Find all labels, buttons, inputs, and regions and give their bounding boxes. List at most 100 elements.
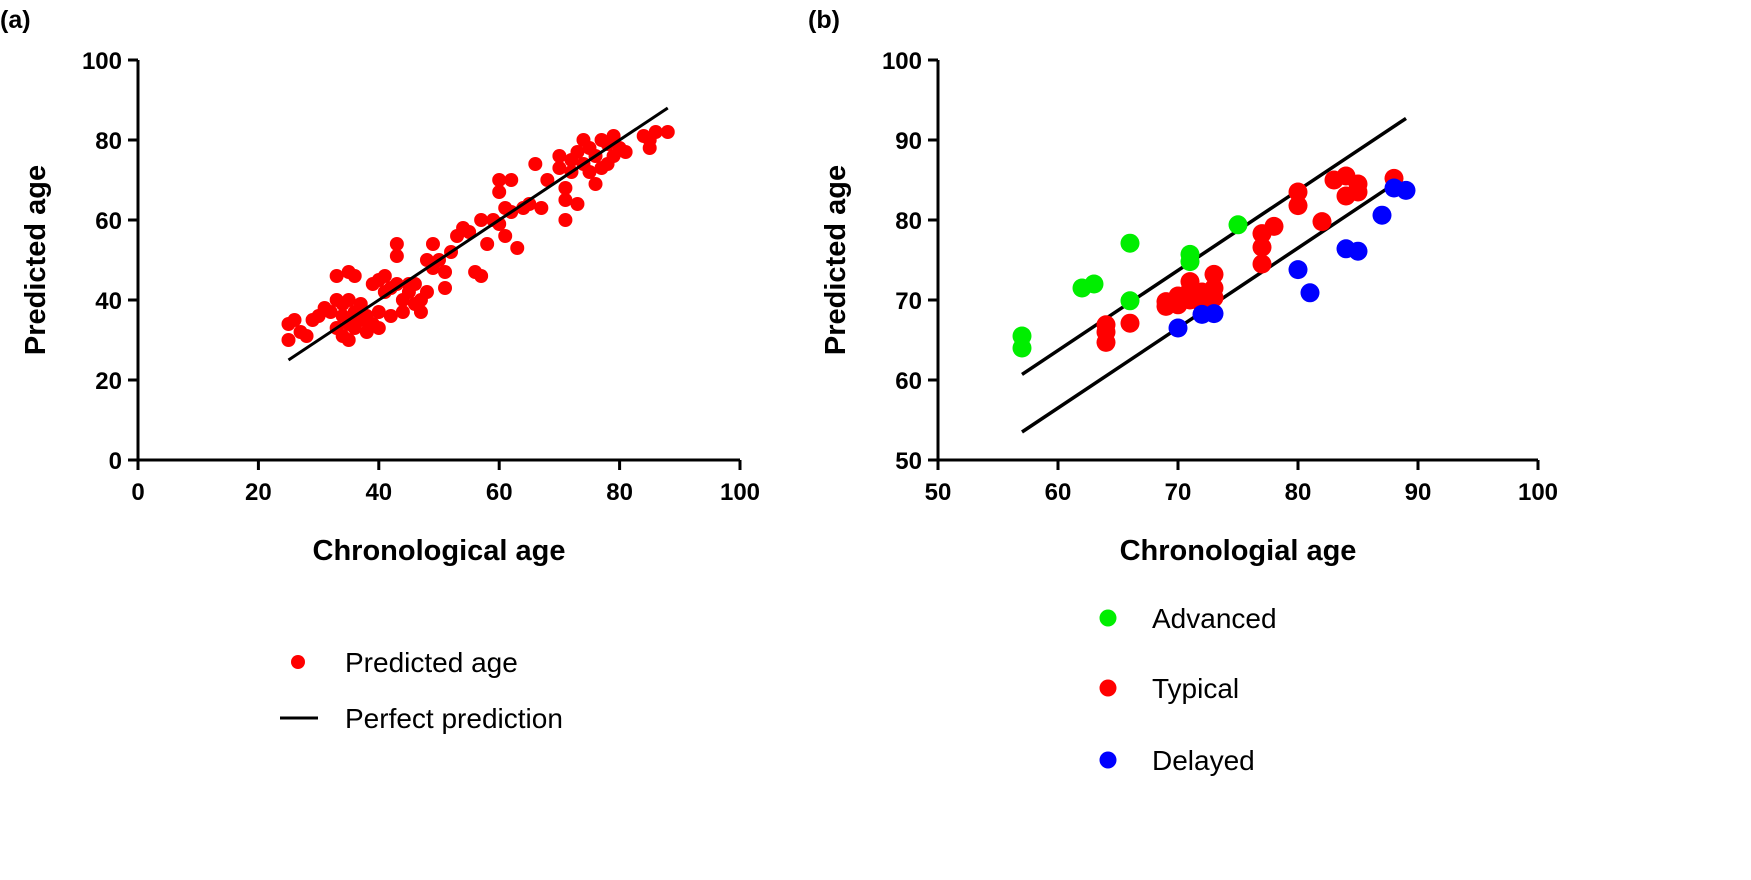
advanced-point xyxy=(1120,291,1140,311)
predicted-age-point xyxy=(582,165,597,179)
predicted-age-point xyxy=(648,125,663,139)
delayed-point xyxy=(1288,260,1308,280)
y-tick-label: 100 xyxy=(882,48,922,75)
predicted-age-point xyxy=(401,277,416,291)
x-axis-label: Chronological age xyxy=(313,535,566,567)
delayed-point xyxy=(1168,318,1188,338)
y-tick-label: 40 xyxy=(95,288,122,315)
predicted-age-point xyxy=(389,277,404,291)
advanced-point xyxy=(1228,215,1248,235)
y-tick-label: 60 xyxy=(895,368,922,395)
typical-point xyxy=(1312,212,1332,232)
predicted-age-point xyxy=(335,297,350,311)
legend-label: Advanced xyxy=(1152,603,1277,634)
legend-label: Perfect prediction xyxy=(345,703,563,734)
predicted-age-point xyxy=(522,197,537,211)
predicted-age-point xyxy=(371,321,386,335)
predicted-age-point xyxy=(534,201,549,215)
legend-label: Predicted age xyxy=(345,647,518,678)
predicted-age-point xyxy=(528,157,543,171)
predicted-age-point xyxy=(389,249,404,263)
y-tick-label: 80 xyxy=(95,128,122,155)
x-tick-label: 0 xyxy=(131,479,144,506)
predicted-age-point xyxy=(419,285,434,299)
predicted-age-point xyxy=(329,269,344,283)
predicted-age-point xyxy=(438,265,453,279)
predicted-age-point xyxy=(359,313,374,327)
y-tick-label: 20 xyxy=(95,368,122,395)
delayed-point xyxy=(1372,205,1392,225)
predicted-age-point xyxy=(347,269,362,283)
predicted-age-point xyxy=(299,329,314,343)
advanced-point xyxy=(1120,233,1140,253)
advanced-point xyxy=(1084,274,1104,294)
predicted-age-point xyxy=(389,237,404,251)
predicted-age-point xyxy=(413,305,428,319)
y-tick-label: 90 xyxy=(895,128,922,155)
typical-point xyxy=(1264,216,1284,236)
predicted-age-point xyxy=(377,269,392,283)
x-tick-label: 60 xyxy=(1045,479,1072,506)
predicted-age-point xyxy=(492,217,507,231)
predicted-age-point xyxy=(606,129,621,143)
predicted-age-point xyxy=(474,269,489,283)
predicted-age-point xyxy=(281,333,296,347)
x-tick-label: 40 xyxy=(365,479,392,506)
y-tick-label: 0 xyxy=(109,448,122,475)
predicted-age-point xyxy=(552,161,567,175)
predicted-age-point xyxy=(618,145,633,159)
typical-point xyxy=(1204,288,1224,308)
typical-point xyxy=(1120,313,1140,333)
predicted-age-point xyxy=(323,305,338,319)
y-tick-label: 50 xyxy=(895,448,922,475)
panel-label: (a) xyxy=(0,6,31,34)
y-axis-label: Predicted age xyxy=(20,165,52,355)
predicted-age-point xyxy=(558,193,573,207)
predicted-age-point xyxy=(588,177,603,191)
reference-line xyxy=(1021,116,1407,376)
predicted-age-point xyxy=(371,305,386,319)
advanced-point xyxy=(1180,252,1200,272)
predicted-age-point xyxy=(353,297,368,311)
predicted-age-point xyxy=(570,197,585,211)
panel-label: (b) xyxy=(808,6,840,34)
delayed-point xyxy=(1204,304,1224,324)
legend-marker-typical xyxy=(1099,679,1117,697)
y-tick-label: 70 xyxy=(895,288,922,315)
typical-point xyxy=(1288,196,1308,216)
predicted-age-point xyxy=(498,229,513,243)
predicted-age-point xyxy=(510,241,525,255)
predicted-age-point xyxy=(347,313,362,327)
predicted-age-point xyxy=(492,173,507,187)
predicted-age-point xyxy=(462,225,477,239)
predicted-age-point xyxy=(570,145,585,159)
x-tick-label: 100 xyxy=(720,479,760,506)
typical-point xyxy=(1348,182,1368,202)
x-tick-label: 80 xyxy=(1285,479,1312,506)
predicted-age-point xyxy=(660,125,675,139)
typical-point xyxy=(1252,254,1272,274)
legend: Predicted age Perfect prediction xyxy=(280,647,563,734)
y-tick-label: 100 xyxy=(82,48,122,75)
x-axis-label: Chronologial age xyxy=(1120,535,1357,567)
predicted-age-point xyxy=(341,333,356,347)
perfect-prediction-line xyxy=(287,106,669,362)
predicted-age-point xyxy=(438,281,453,295)
x-tick-label: 80 xyxy=(606,479,633,506)
typical-point xyxy=(1204,264,1224,284)
x-tick-label: 100 xyxy=(1518,479,1558,506)
predicted-age-point xyxy=(504,173,519,187)
predicted-age-point xyxy=(540,173,555,187)
legend-label: Typical xyxy=(1152,673,1239,704)
predicted-age-point xyxy=(558,181,573,195)
legend-label: Delayed xyxy=(1152,745,1255,776)
panel-a: (a) 0 20 40 60 80 100 0 20 40 60 80 100 Chronologic… xyxy=(0,6,760,734)
x-tick-label: 60 xyxy=(486,479,513,506)
legend-marker-advanced xyxy=(1099,609,1117,627)
y-axis-label: Predicted age xyxy=(820,165,852,355)
panel-b: (b) 50 60 70 80 90 100 50 60 70 80 90 100 Chronolog… xyxy=(808,6,1558,776)
x-tick-label: 50 xyxy=(925,479,952,506)
predicted-age-point xyxy=(558,213,573,227)
x-tick-label: 90 xyxy=(1405,479,1432,506)
